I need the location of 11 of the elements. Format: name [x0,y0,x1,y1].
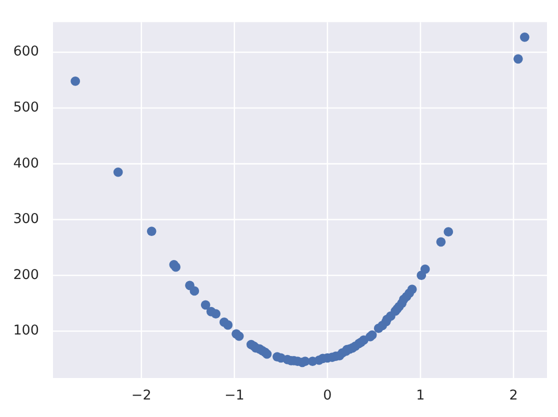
y-tick-label: 500 [13,100,39,116]
x-tick-label: 0 [323,388,332,404]
y-tick-label: 300 [13,211,39,228]
y-tick-label: 600 [13,44,39,60]
y-tick-label: 100 [13,322,39,339]
x-tick-label: 2 [509,388,518,404]
x-tick-label: −1 [224,388,244,404]
x-tick-label: −2 [131,388,152,404]
y-tick-label: 400 [13,155,39,172]
x-tick-label: 1 [416,388,425,404]
y-tick-label: 200 [13,266,39,283]
